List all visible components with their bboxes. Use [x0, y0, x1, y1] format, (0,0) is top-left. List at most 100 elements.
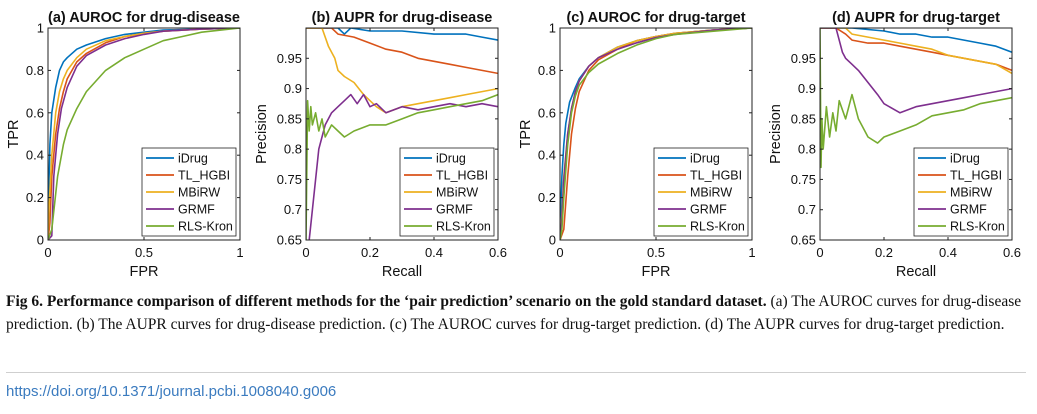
legend-label-mbirw: MBiRW: [690, 186, 732, 200]
legend-label-grmf: GRMF: [690, 203, 727, 217]
legend: iDrug TL_HGBI MBiRW GRMF RLS-Kron: [399, 147, 495, 237]
x-tick-label: 0.4: [425, 245, 443, 260]
y-tick-label: 0.75: [791, 172, 816, 187]
series-line-grmf: [48, 28, 240, 240]
legend-label-idrug: iDrug: [436, 152, 466, 166]
y-tick-label: 0.4: [26, 148, 44, 163]
x-tick-label: 0.2: [361, 245, 379, 260]
y-axis-label: Precision: [254, 104, 270, 164]
legend-label-mbirw: MBiRW: [950, 186, 992, 200]
x-tick-label: 0: [816, 245, 823, 260]
x-axis-label: FPR: [642, 264, 671, 280]
series-group: [306, 28, 498, 240]
legend-label-grmf: GRMF: [436, 203, 473, 217]
y-tick-label: 0.8: [284, 142, 302, 157]
y-tick-label: 0.8: [26, 63, 44, 78]
y-tick-label: 0: [549, 233, 556, 248]
chart-panel-3: (c) AUROC for drug-target 0 0.5 1 0 0.2 0.4 0.6…: [518, 10, 756, 280]
y-tick-label: 0.8: [538, 63, 556, 78]
series-line-rls-kron: [560, 28, 752, 240]
y-tick-label: 0.7: [798, 202, 816, 217]
y-tick-label: 0.95: [791, 51, 816, 66]
legend-label-tl_hgbi: TL_HGBI: [950, 169, 1002, 183]
legend-label-idrug: iDrug: [178, 152, 208, 166]
series-line-grmf: [308, 93, 498, 240]
legend-label-rls-kron: RLS-Kron: [950, 220, 1005, 234]
y-tick-label: 0.85: [791, 111, 816, 126]
series-group: [48, 28, 240, 240]
y-tick-label: 1: [37, 21, 44, 36]
chart-title: (d) AUPR for drug-target: [832, 10, 1000, 26]
legend-label-rls-kron: RLS-Kron: [436, 220, 491, 234]
caption-body-text: (a) The AUROC curves for drug-disease pr…: [6, 293, 1022, 333]
series-line-idrug: [820, 28, 1012, 53]
y-axis-label: TPR: [518, 120, 534, 149]
legend-label-idrug: iDrug: [950, 152, 980, 166]
y-tick-label: 0: [37, 233, 44, 248]
x-tick-label: 0.6: [489, 245, 507, 260]
series-group: [820, 28, 1012, 169]
y-tick-label: 0.9: [284, 81, 302, 96]
legend-label-tl_hgbi: TL_HGBI: [436, 169, 488, 183]
series-line-idrug: [48, 28, 240, 240]
chart-panel-4: (d) AUPR for drug-target 0 0.2 0.4 0.6 0.65 0.…: [768, 10, 1021, 280]
x-tick-label: 0.2: [875, 245, 893, 260]
x-tick-label: 0: [556, 245, 563, 260]
legend-label-rls-kron: RLS-Kron: [690, 220, 745, 234]
y-tick-label: 0.65: [791, 233, 816, 248]
legend-label-mbirw: MBiRW: [436, 186, 478, 200]
y-tick-label: 1: [549, 21, 556, 36]
doi-link[interactable]: https://doi.org/10.1371/journal.pcbi.100…: [6, 383, 337, 400]
chart-title: (b) AUPR for drug-disease: [312, 10, 493, 26]
x-tick-label: 0.6: [1003, 245, 1021, 260]
legend-label-grmf: GRMF: [178, 203, 215, 217]
chart-title: (a) AUROC for drug-disease: [48, 10, 240, 26]
series-line-mbirw: [820, 28, 1012, 75]
y-tick-label: 0.6: [538, 105, 556, 120]
series-line-rls-kron: [306, 93, 498, 240]
y-tick-label: 0.9: [798, 81, 816, 96]
legend-label-tl_hgbi: TL_HGBI: [690, 169, 742, 183]
x-tick-label: 0.5: [647, 245, 665, 260]
y-axis-label: Precision: [768, 104, 784, 164]
legend: iDrug TL_HGBI MBiRW GRMF RLS-Kron: [913, 147, 1009, 237]
series-line-idrug: [306, 28, 498, 41]
chart-panel-1: (a) AUROC for drug-disease 0 0.5 1 0 0.2 0.4 0.…: [6, 10, 244, 280]
legend-label-grmf: GRMF: [950, 203, 987, 217]
y-tick-label: 0.6: [26, 105, 44, 120]
legend-label-tl_hgbi: TL_HGBI: [178, 169, 230, 183]
legend-label-rls-kron: RLS-Kron: [178, 220, 233, 234]
y-tick-label: 0.2: [538, 190, 556, 205]
caption-fig-label: Fig 6.: [6, 293, 47, 310]
x-axis-label: Recall: [382, 264, 422, 280]
x-axis-label: Recall: [896, 264, 936, 280]
y-tick-label: 0.65: [277, 233, 302, 248]
x-tick-label: 0: [302, 245, 309, 260]
chart-title: (c) AUROC for drug-target: [566, 10, 745, 26]
x-tick-label: 0.4: [939, 245, 957, 260]
y-tick-label: 0.85: [277, 111, 302, 126]
series-line-tl_hgbi: [306, 28, 498, 75]
series-group: [560, 28, 752, 240]
x-tick-label: 0: [44, 245, 51, 260]
x-axis-label: FPR: [130, 264, 159, 280]
y-tick-label: 0.75: [277, 172, 302, 187]
series-line-grmf: [820, 28, 1012, 114]
x-tick-label: 1: [748, 245, 755, 260]
legend-label-mbirw: MBiRW: [178, 186, 220, 200]
series-line-rls-kron: [820, 28, 1012, 169]
series-line-rls-kron: [48, 28, 240, 240]
y-tick-label: 0.95: [277, 51, 302, 66]
divider: [6, 372, 1026, 373]
series-line-mbirw: [306, 28, 498, 114]
y-tick-label: 0.2: [26, 190, 44, 205]
y-axis-label: TPR: [6, 120, 22, 149]
chart-panel-2: (b) AUPR for drug-disease 0 0.2 0.4 0.6 0.65 0…: [254, 10, 507, 280]
y-tick-label: 0.8: [798, 142, 816, 157]
figure-panels: (a) AUROC for drug-disease 0 0.5 1 0 0.2 0.4 0.…: [6, 10, 1021, 280]
y-tick-label: 0.4: [538, 148, 556, 163]
x-tick-label: 1: [236, 245, 243, 260]
plot-frame: [305, 27, 499, 241]
plot-frame: [819, 27, 1013, 241]
legend: iDrug TL_HGBI MBiRW GRMF RLS-Kron: [653, 147, 749, 237]
